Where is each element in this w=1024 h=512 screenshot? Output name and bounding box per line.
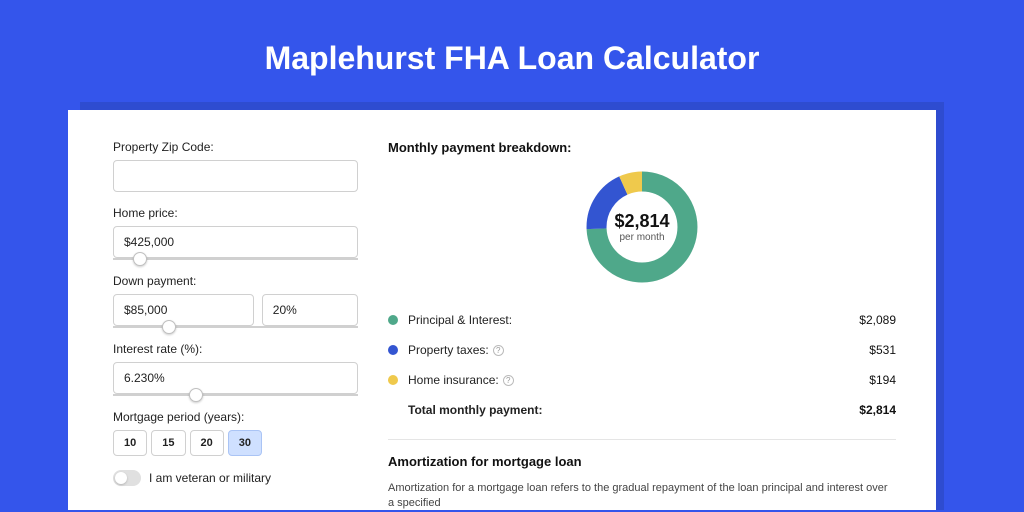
down-payment-amount-input[interactable] [113,294,254,326]
period-option-30[interactable]: 30 [228,430,262,456]
interest-rate-slider[interactable] [113,394,358,396]
veteran-toggle-label: I am veteran or military [149,471,271,485]
veteran-toggle-row: I am veteran or military [113,470,358,486]
legend-total-value: $2,814 [859,403,896,417]
legend-value-insurance: $194 [869,373,896,387]
down-payment-label: Down payment: [113,274,358,288]
mortgage-period-group: Mortgage period (years): 10 15 20 30 [113,410,358,456]
mortgage-period-options: 10 15 20 30 [113,430,358,456]
legend-dot-taxes [388,345,398,355]
period-option-15[interactable]: 15 [151,430,185,456]
home-price-input[interactable] [113,226,358,258]
inputs-column: Property Zip Code: Home price: Down paym… [113,140,358,490]
breakdown-column: Monthly payment breakdown: $2,814 per mo… [388,140,896,490]
legend-label-principal: Principal & Interest: [408,313,859,327]
payment-donut-chart: $2,814 per month [582,167,702,287]
legend-total-label: Total monthly payment: [408,403,859,417]
interest-rate-slider-thumb[interactable] [189,388,203,402]
amortization-description: Amortization for a mortgage loan refers … [388,481,896,512]
zip-field-group: Property Zip Code: [113,140,358,192]
legend-dot-insurance [388,375,398,385]
donut-center-sub: per month [619,232,664,243]
mortgage-period-label: Mortgage period (years): [113,410,358,424]
down-payment-slider-thumb[interactable] [162,320,176,334]
home-price-slider-thumb[interactable] [133,252,147,266]
legend-label-taxes: Property taxes: ? [408,343,869,357]
amortization-title: Amortization for mortgage loan [388,454,896,469]
home-price-label: Home price: [113,206,358,220]
card-shadow: Property Zip Code: Home price: Down paym… [80,102,944,510]
legend-home-insurance: Home insurance: ? $194 [388,365,896,395]
interest-rate-group: Interest rate (%): [113,342,358,396]
home-price-group: Home price: [113,206,358,260]
interest-rate-input[interactable] [113,362,358,394]
breakdown-title: Monthly payment breakdown: [388,140,896,155]
down-payment-percent-input[interactable] [262,294,358,326]
donut-center-amount: $2,814 [614,211,669,232]
page-title: Maplehurst FHA Loan Calculator [60,40,964,77]
legend-value-taxes: $531 [869,343,896,357]
interest-rate-label: Interest rate (%): [113,342,358,356]
info-icon[interactable]: ? [503,375,514,386]
home-price-slider[interactable] [113,258,358,260]
veteran-toggle[interactable] [113,470,141,486]
calculator-card: Property Zip Code: Home price: Down paym… [68,110,936,510]
legend-total-row: Total monthly payment: $2,814 [388,395,896,425]
donut-chart-wrap: $2,814 per month [388,167,896,287]
legend-label-insurance: Home insurance: ? [408,373,869,387]
legend-list: Principal & Interest: $2,089 Property ta… [388,305,896,425]
down-payment-group: Down payment: [113,274,358,328]
legend-property-taxes: Property taxes: ? $531 [388,335,896,365]
info-icon[interactable]: ? [493,345,504,356]
zip-label: Property Zip Code: [113,140,358,154]
section-divider [388,439,896,440]
period-option-20[interactable]: 20 [190,430,224,456]
legend-value-principal: $2,089 [859,313,896,327]
legend-principal-interest: Principal & Interest: $2,089 [388,305,896,335]
zip-input[interactable] [113,160,358,192]
period-option-10[interactable]: 10 [113,430,147,456]
down-payment-slider[interactable] [113,326,358,328]
legend-dot-principal [388,315,398,325]
